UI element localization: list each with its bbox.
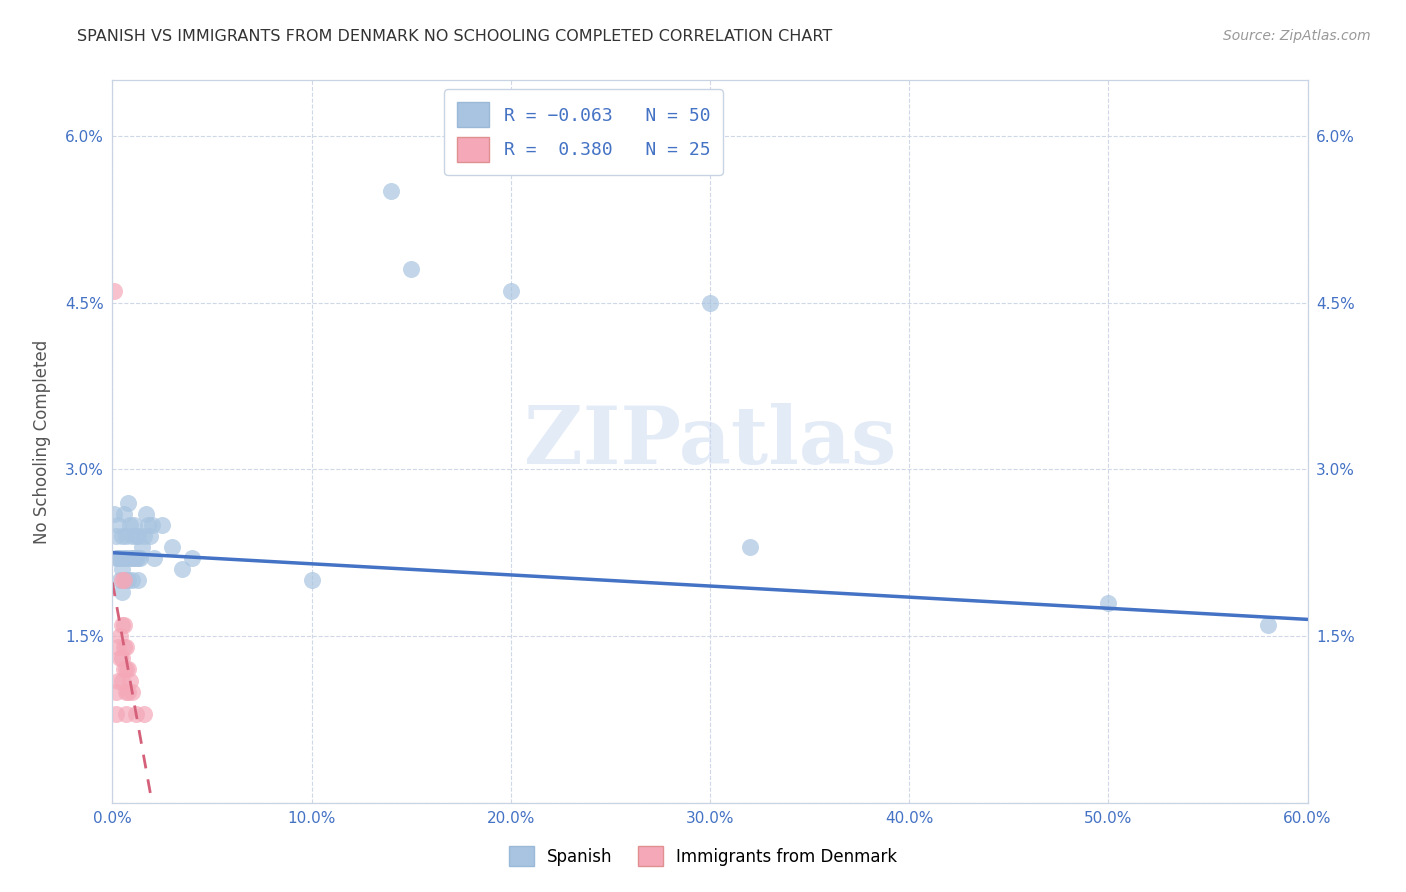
Point [127,529,149,543]
Point [1257,618,1279,632]
Point [125,529,148,543]
Point [121,551,143,566]
Point [134,706,156,721]
Point [124,517,146,532]
Point [1097,596,1119,610]
Point [111,618,134,632]
Point [115,662,138,676]
Point [120,673,142,688]
Point [103,507,125,521]
Point [121,529,143,543]
Point [115,551,138,566]
Point [115,640,138,655]
Point [107,673,129,688]
Point [114,618,135,632]
Point [111,574,134,588]
Point [105,551,128,566]
Point [115,529,138,543]
Point [499,285,522,299]
Point [181,551,204,566]
Point [111,529,134,543]
Point [131,540,153,554]
Point [125,551,148,566]
Point [111,584,134,599]
Point [107,551,129,566]
Point [111,562,134,576]
Legend: Spanish, Immigrants from Denmark: Spanish, Immigrants from Denmark [501,838,905,875]
Point [121,574,143,588]
Point [105,706,128,721]
Point [103,285,125,299]
Point [380,185,402,199]
Point [301,574,323,588]
Text: Source: ZipAtlas.com: Source: ZipAtlas.com [1223,29,1371,44]
Point [111,673,134,688]
Point [117,684,139,698]
Point [114,574,135,588]
Y-axis label: No Schooling Completed: No Schooling Completed [34,340,52,543]
Point [114,551,135,566]
Point [135,507,157,521]
Point [117,496,139,510]
Point [125,706,148,721]
Point [110,574,132,588]
Point [115,706,138,721]
Point [143,551,166,566]
Point [150,517,173,532]
Point [129,551,152,566]
Point [115,684,138,698]
Point [120,551,142,566]
Point [110,629,132,643]
Point [105,684,128,698]
Point [117,662,139,676]
Point [127,551,149,566]
Point [114,662,135,676]
Point [120,517,142,532]
Legend: R = −0.063   N = 50, R =  0.380   N = 25: R = −0.063 N = 50, R = 0.380 N = 25 [444,89,723,175]
Point [124,551,146,566]
Point [138,517,160,532]
Point [110,551,132,566]
Point [114,640,135,655]
Text: SPANISH VS IMMIGRANTS FROM DENMARK NO SCHOOLING COMPLETED CORRELATION CHART: SPANISH VS IMMIGRANTS FROM DENMARK NO SC… [77,29,832,45]
Point [111,651,134,665]
Point [107,517,129,532]
Point [121,684,143,698]
Point [162,540,183,554]
Point [401,262,423,277]
Point [738,540,761,554]
Text: ZIPatlas: ZIPatlas [524,402,896,481]
Point [115,574,138,588]
Point [105,529,128,543]
Point [117,574,139,588]
Point [479,151,502,165]
Point [134,529,156,543]
Point [139,529,162,543]
Point [127,574,149,588]
Point [699,295,721,310]
Point [110,651,132,665]
Point [107,640,129,655]
Point [172,562,194,576]
Point [114,507,135,521]
Point [141,517,163,532]
